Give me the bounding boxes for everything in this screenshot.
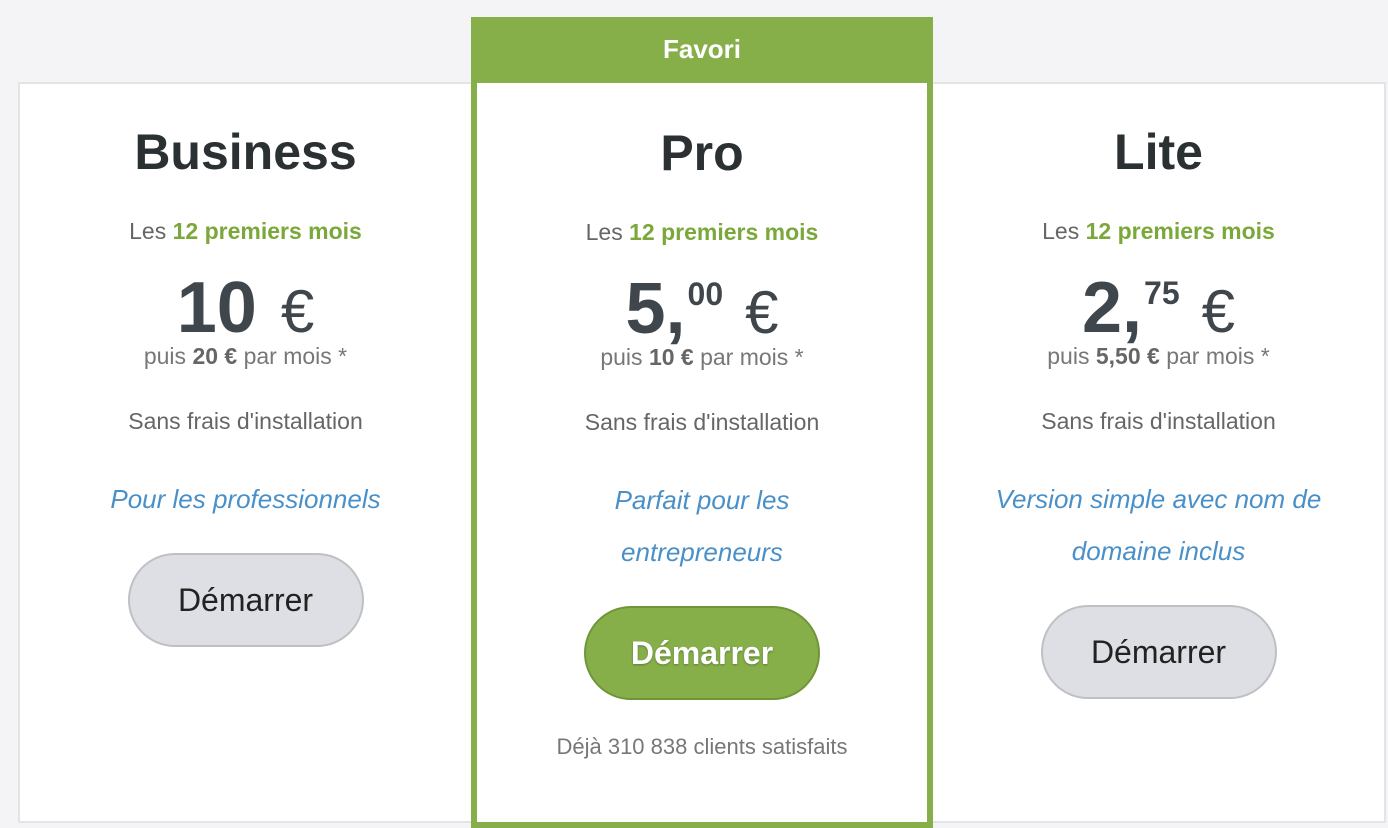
renewal-suffix: par mois * (243, 343, 348, 369)
intro-period: Les 12 premiers mois (20, 218, 471, 245)
price-integer: 10 (176, 268, 257, 348)
currency: € (280, 278, 315, 345)
price-integer: 5, (625, 269, 686, 349)
price: 2,75 € (933, 253, 1384, 348)
renewal-amount: 20 € (192, 343, 238, 369)
intro-highlight: 12 premiers mois (172, 218, 362, 244)
intro-period: Les 12 premiers mois (933, 218, 1384, 245)
renewal-amount: 5,50 € (1095, 343, 1160, 369)
setup-fee: Sans frais d'installation (128, 408, 363, 434)
renewal-amount: 10 € (648, 344, 694, 370)
intro-prefix: Les (585, 219, 623, 245)
intro-highlight: 12 premiers mois (1085, 218, 1275, 244)
renewal-prefix: puis (600, 344, 643, 370)
setup-fee: Sans frais d'installation (584, 409, 820, 435)
plan-name: Pro (660, 125, 744, 181)
currency: € (745, 279, 779, 346)
plan-tagline: Version simple avec nom de domaine inclu… (995, 484, 1322, 566)
intro-prefix: Les (1042, 218, 1080, 244)
start-button-business[interactable]: Démarrer (127, 553, 364, 647)
intro-prefix: Les (129, 218, 167, 244)
intro-period: Les 12 premiers mois (477, 219, 927, 246)
satisfied-clients: Déjà 310 838 clients satisfaits (556, 734, 848, 759)
renewal-price: puis 20 € par mois * (20, 343, 471, 370)
intro-highlight: 12 premiers mois (629, 219, 819, 245)
price: 10 € (20, 253, 471, 348)
plan-card-lite: Lite Les 12 premiers mois 2,75 € puis 5,5… (933, 82, 1384, 828)
plan-name: Business (134, 124, 357, 180)
renewal-prefix: puis (143, 343, 187, 369)
plan-card-pro: Favori Pro Les 12 premiers mois 5,00 € pu… (471, 17, 933, 828)
start-button-lite[interactable]: Démarrer (1040, 605, 1277, 699)
favorite-badge: Favori (471, 17, 933, 83)
plan-tagline: Parfait pour les entrepreneurs (614, 485, 790, 567)
plan-name: Lite (1114, 124, 1203, 180)
plan-tagline: Pour les professionnels (110, 484, 381, 514)
renewal-price: puis 5,50 € par mois * (933, 343, 1384, 370)
renewal-price: puis 10 € par mois * (477, 344, 927, 371)
currency: € (1201, 278, 1235, 345)
price-decimal: 75 (1144, 275, 1180, 311)
price-decimal: 00 (687, 276, 724, 312)
start-button-pro[interactable]: Démarrer (584, 606, 820, 700)
renewal-suffix: par mois * (1166, 343, 1270, 369)
plan-card-business: Business Les 12 premiers mois 10 € puis 2… (20, 82, 471, 828)
price: 5,00 € (477, 254, 927, 349)
price-integer: 2, (1081, 268, 1143, 348)
renewal-prefix: puis (1047, 343, 1090, 369)
renewal-suffix: par mois * (700, 344, 804, 370)
setup-fee: Sans frais d'installation (1041, 408, 1276, 434)
